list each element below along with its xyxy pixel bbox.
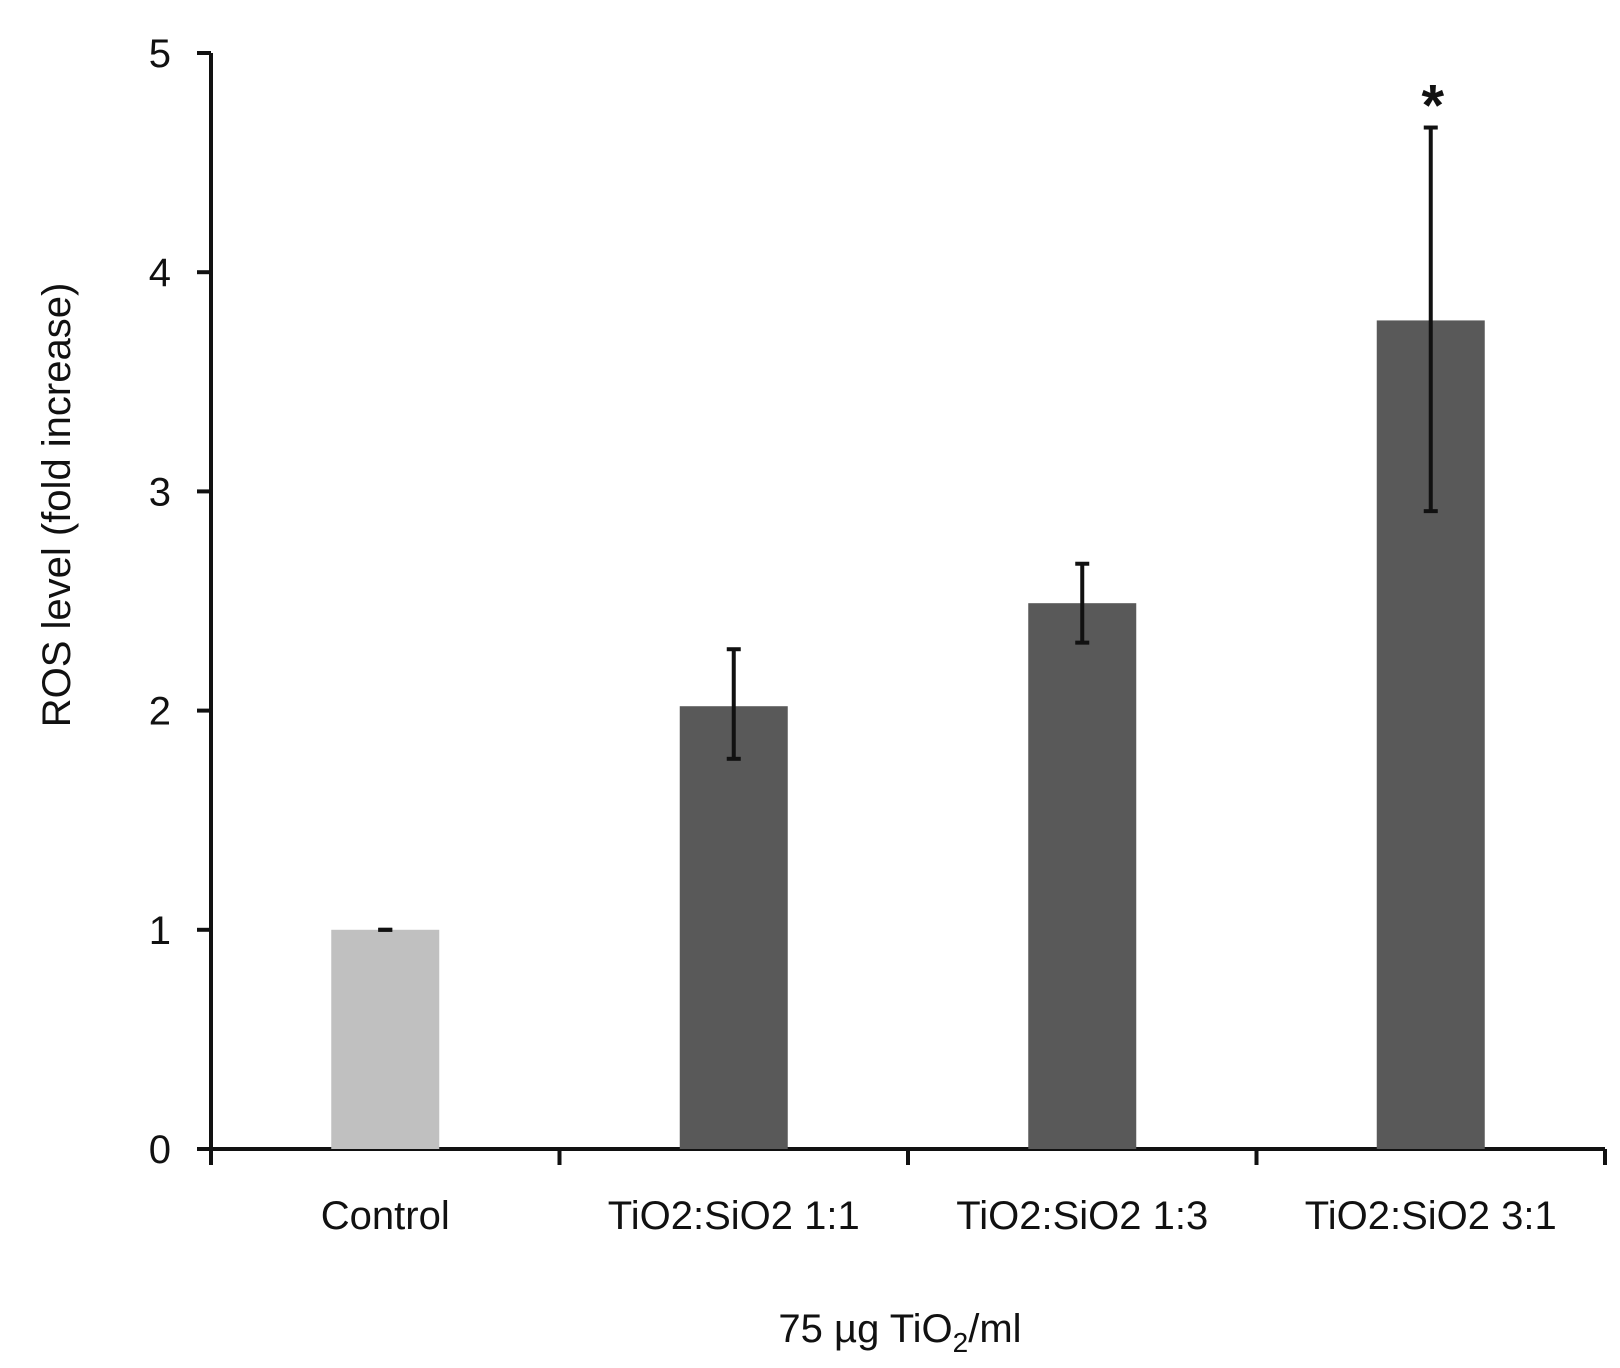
- y-axis-title: ROS level (fold increase): [35, 283, 79, 728]
- bar: [331, 929, 440, 1149]
- y-axis: 0 1 2 3 4 5: [149, 32, 213, 1172]
- error-bars: [378, 125, 1438, 932]
- error-bar: [726, 647, 741, 761]
- x-axis-title-subscript: 2: [953, 1327, 969, 1358]
- y-tick-label: 3: [149, 470, 171, 514]
- x-tick-label: TiO2:SiO2 1:3: [956, 1194, 1208, 1238]
- x-axis-title: 75 µg TiO2/ml: [778, 1307, 1021, 1358]
- x-axis-title-prefix: 75 µg TiO: [778, 1307, 952, 1351]
- significance-marker: *: [1421, 74, 1444, 139]
- bar: [679, 706, 788, 1149]
- error-bar: [1423, 125, 1438, 514]
- y-tick-label: 0: [149, 1128, 171, 1172]
- y-tick-label: 1: [149, 909, 171, 953]
- annotations: *: [1421, 74, 1444, 139]
- x-tick-label: Control: [321, 1194, 450, 1238]
- bars: [331, 320, 1485, 1149]
- x-axis-title-suffix: /ml: [968, 1307, 1021, 1351]
- x-tick-label: TiO2:SiO2 3:1: [1305, 1194, 1557, 1238]
- x-tick-label: TiO2:SiO2 1:1: [608, 1194, 860, 1238]
- error-bar: [1075, 561, 1090, 645]
- y-tick-label: 5: [149, 32, 171, 76]
- bar: [1028, 603, 1137, 1149]
- x-axis: Control TiO2:SiO2 1:1 TiO2:SiO2 1:3 TiO2:Si…: [209, 1147, 1607, 1238]
- y-tick-label: 4: [149, 251, 171, 295]
- y-tick-label: 2: [149, 690, 171, 734]
